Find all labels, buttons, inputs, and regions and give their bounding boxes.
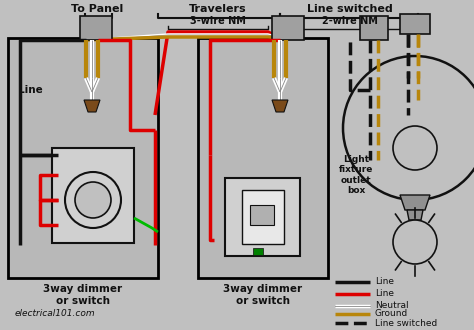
Circle shape <box>75 182 111 218</box>
Text: Line switched: Line switched <box>307 4 393 14</box>
Text: electrical101.com: electrical101.com <box>15 309 95 318</box>
Text: 3-wire NM: 3-wire NM <box>190 16 246 26</box>
Text: Line: Line <box>375 278 394 286</box>
Bar <box>360 16 388 40</box>
Circle shape <box>393 126 437 170</box>
Polygon shape <box>400 195 430 210</box>
Bar <box>80 16 112 40</box>
Bar <box>8 38 158 278</box>
Text: 2-wire NM: 2-wire NM <box>322 16 378 26</box>
Text: Line switched: Line switched <box>375 318 437 327</box>
Polygon shape <box>407 210 423 220</box>
Text: Ground: Ground <box>375 310 408 318</box>
Bar <box>198 38 328 278</box>
Bar <box>242 190 284 244</box>
Circle shape <box>343 56 474 200</box>
Text: Travelers: Travelers <box>189 4 247 14</box>
Bar <box>272 16 304 40</box>
Text: Light
fixture
outlet
box: Light fixture outlet box <box>339 155 373 195</box>
Text: Line: Line <box>18 85 43 95</box>
Polygon shape <box>272 100 288 112</box>
Text: 3way dimmer
or switch: 3way dimmer or switch <box>223 284 302 306</box>
Bar <box>400 14 430 34</box>
Circle shape <box>393 220 437 264</box>
Text: To Panel: To Panel <box>71 4 123 14</box>
Bar <box>250 205 274 225</box>
Bar <box>225 178 300 256</box>
Text: 3way dimmer
or switch: 3way dimmer or switch <box>44 284 123 306</box>
Bar <box>253 248 263 255</box>
Circle shape <box>65 172 121 228</box>
Text: Neutral: Neutral <box>375 302 409 311</box>
Polygon shape <box>84 100 100 112</box>
Text: Line: Line <box>375 289 394 299</box>
Bar <box>52 148 134 243</box>
